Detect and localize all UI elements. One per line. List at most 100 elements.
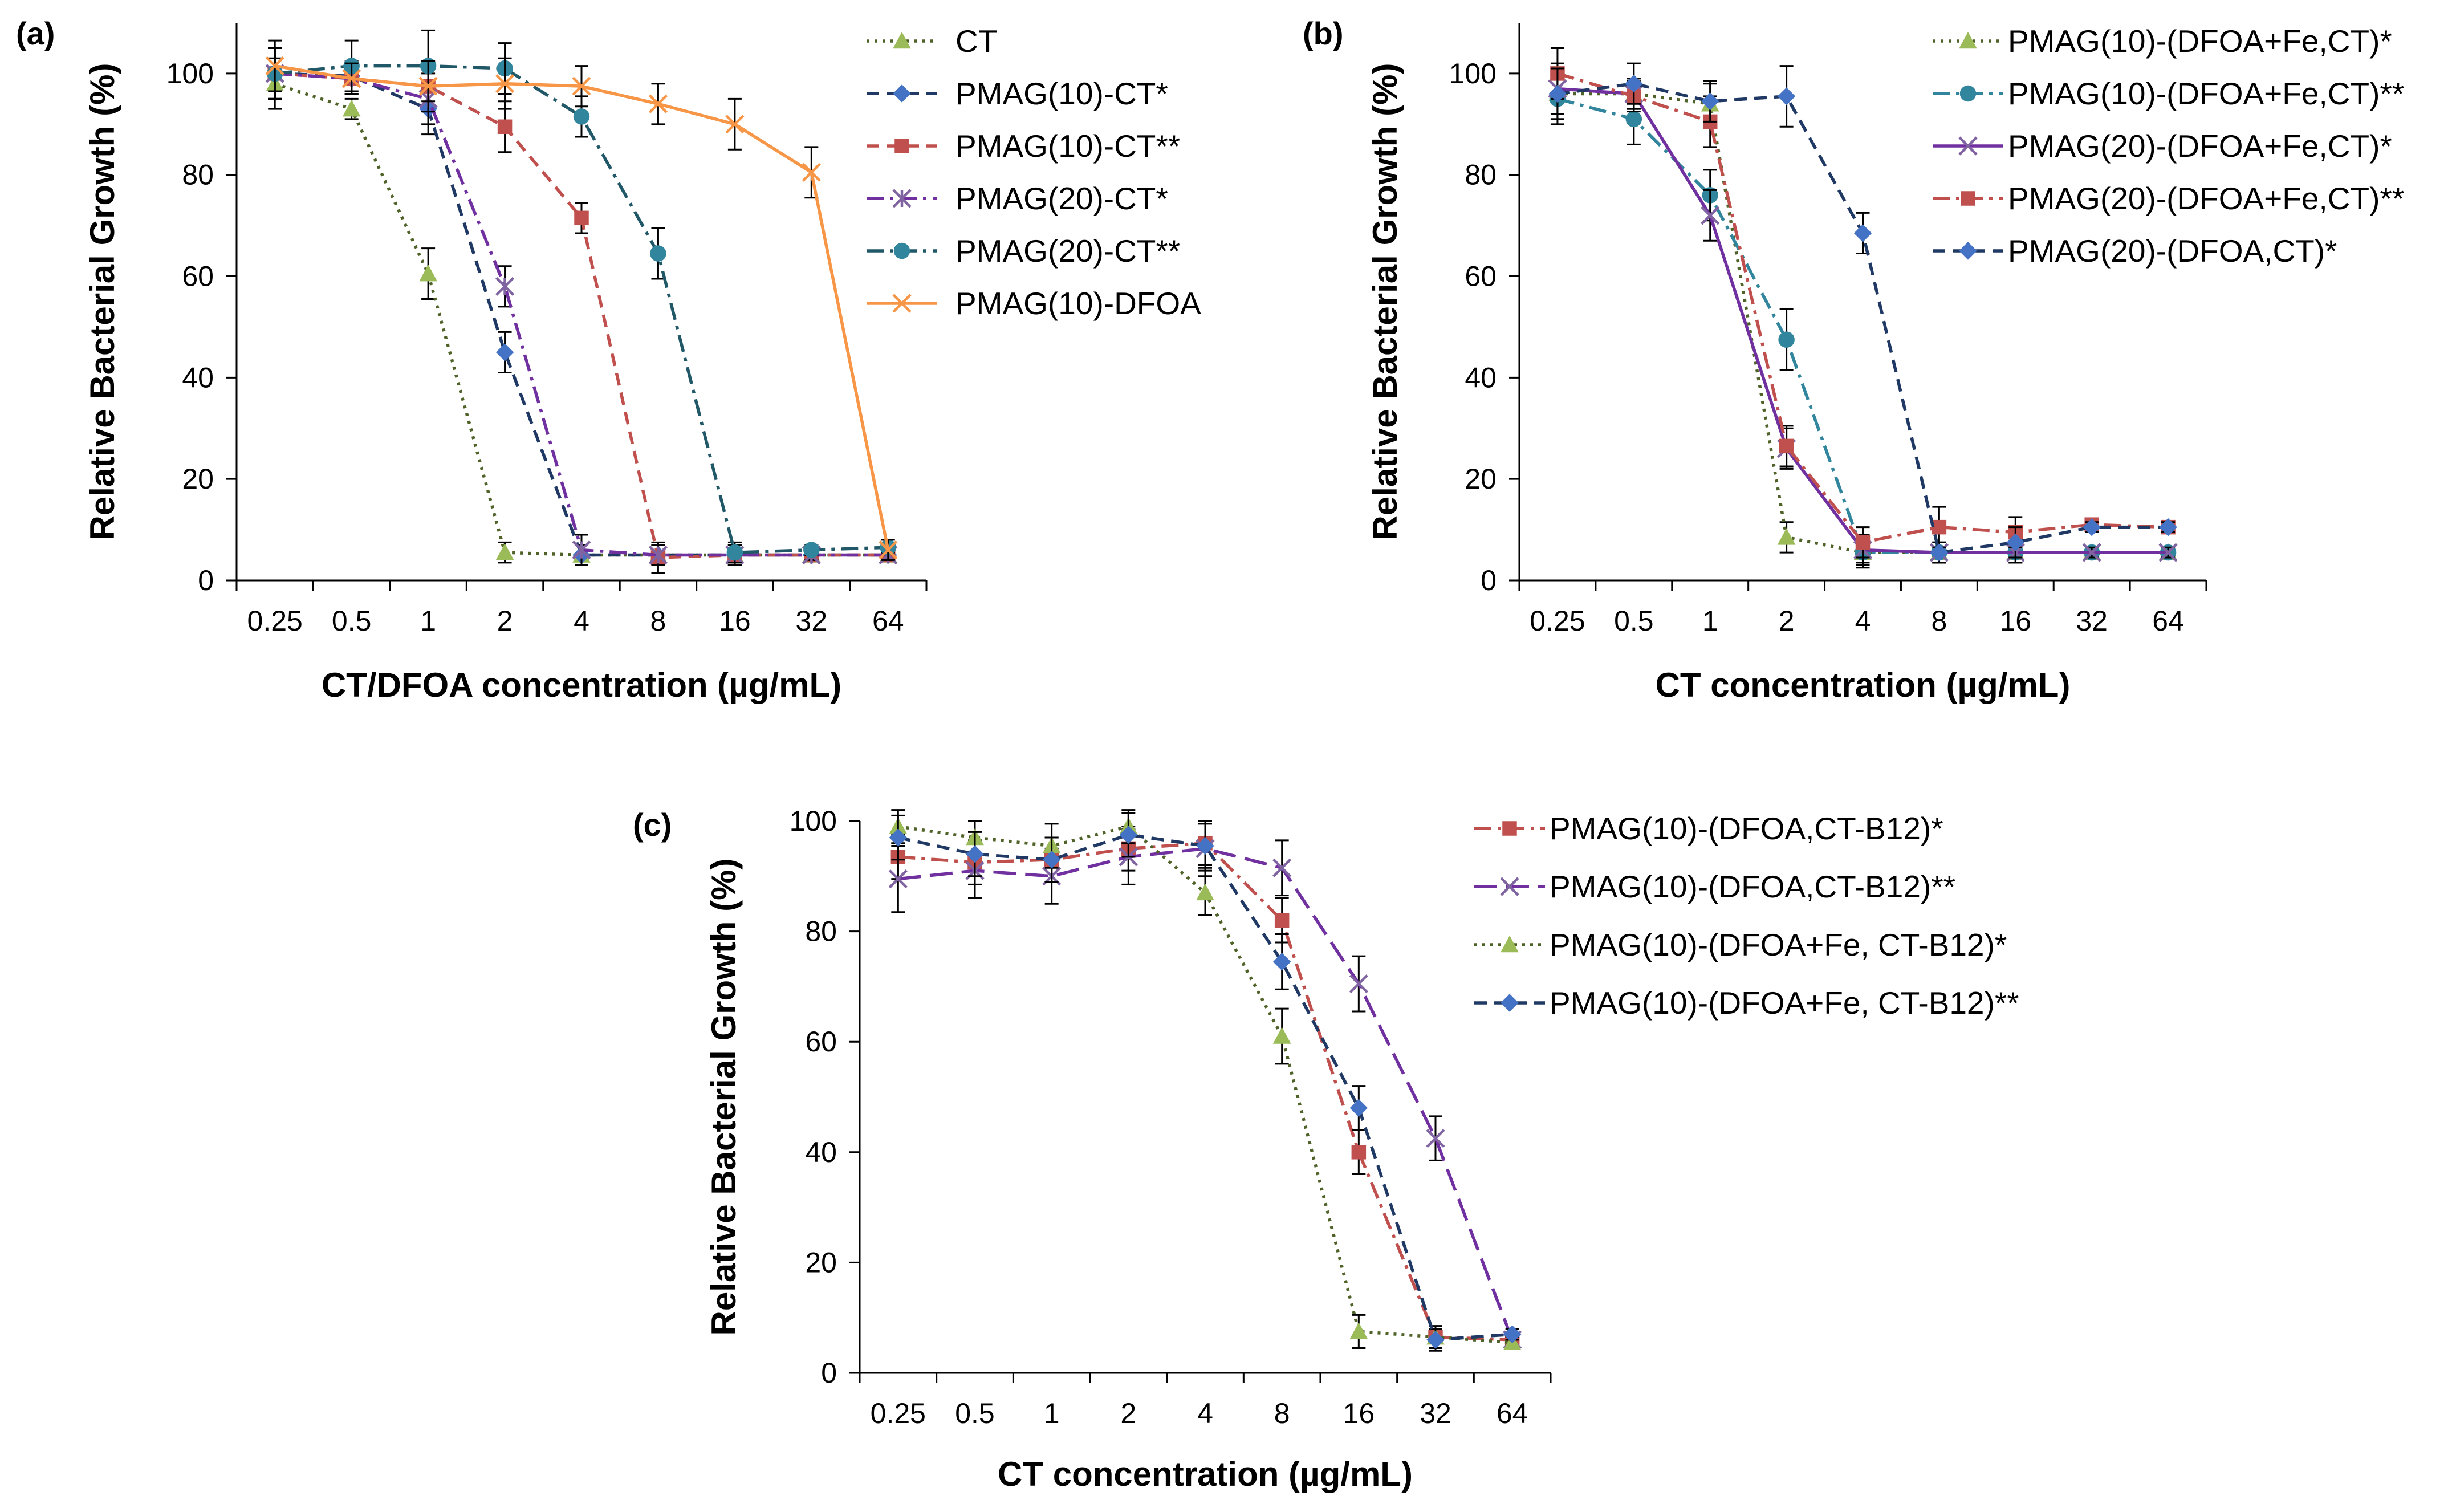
data-point [648,545,668,565]
data-point [726,544,743,561]
legend-label: PMAG(10)-(DFOA+Fe,CT)** [2008,76,2404,111]
legend-label: PMAG(10)-(DFOA,CT-B12)** [1550,869,1955,904]
y-tick-label: 80 [1465,159,1497,191]
y-tick-label: 60 [805,1026,837,1058]
data-point [1503,1325,1522,1343]
legend-label: PMAG(20)-(DFOA,CT)* [2008,233,2337,269]
x-tick-label: 0.25 [871,1397,926,1429]
legend-label: PMAG(20)-(DFOA+Fe,CT)* [2008,128,2392,164]
data-point [1426,1129,1445,1148]
data-point [1349,974,1368,994]
data-point [889,828,908,847]
x-tick-label: 32 [796,605,828,637]
data-point [1855,535,1871,550]
data-point [497,119,513,135]
series-line [897,833,1512,1342]
legend-marker [892,189,912,208]
data-point [803,542,820,558]
data-point [1274,913,1290,928]
data-point [495,74,515,94]
legend-label: CT [955,23,997,59]
legend-marker [1959,242,1977,260]
x-tick-label: 64 [872,605,904,637]
data-point [572,76,591,96]
data-point [650,245,666,262]
series-line [275,72,888,557]
data-point [1272,858,1292,877]
legend-marker [894,139,909,153]
data-point [1778,331,1795,348]
series-2 [889,809,1522,1351]
y-tick-label: 20 [182,463,214,495]
legend-marker [893,242,910,259]
series-line [898,847,1514,1340]
data-point [572,540,591,560]
data-point [1548,84,1567,103]
data-point [1930,543,1949,562]
y-tick-label: 0 [198,564,214,596]
legend-label: PMAG(20)-CT** [955,233,1180,269]
data-point [1272,1027,1291,1044]
series-line [1557,97,2169,554]
data-point [1932,519,1947,535]
series-line [275,72,888,557]
x-tick-label: 0.5 [955,1397,995,1429]
legend-marker [892,294,912,313]
data-point [1625,74,1643,93]
data-point [1196,836,1214,855]
legend-label: PMAG(10)-CT* [955,76,1168,111]
y-tick-label: 0 [821,1357,837,1389]
x-tick-label: 4 [1197,1397,1213,1429]
legend-label: PMAG(10)-(DFOA+Fe, CT-B12)** [1550,985,2019,1021]
x-tick-label: 1 [1044,1397,1060,1429]
x-axis-title: CT/DFOA concentration (µg/mL) [322,666,841,704]
x-tick-label: 16 [1999,605,2031,637]
y-tick-label: 0 [1481,564,1497,596]
data-point [1853,224,1872,242]
x-tick-label: 2 [1120,1397,1136,1429]
series-line [1557,72,2169,544]
x-tick-label: 1 [1702,605,1718,637]
y-tick-label: 20 [805,1246,837,1278]
legend-label: PMAG(10)-DFOA [955,286,1201,321]
panel-label: (c) [633,807,672,843]
x-tick-label: 32 [1420,1397,1451,1429]
legend-marker [1502,821,1517,836]
y-axis-title: Relative Bacterial Growth (%) [705,859,743,1336]
data-point [1349,1322,1368,1339]
panel-2: 0 20 40 60 80 100 0.25 0.5 1 2 4 8 16 32 64 CT concentr… [633,805,2019,1493]
legend-marker [893,31,911,49]
y-tick-label: 100 [1449,58,1497,90]
data-point [495,343,514,361]
legend-marker [1500,877,1519,896]
x-tick-label: 16 [719,605,751,637]
data-point [418,76,438,96]
x-tick-label: 8 [1274,1397,1290,1429]
x-axis-title: CT concentration (µg/mL) [998,1455,1413,1493]
y-tick-label: 100 [790,805,837,837]
data-point [1701,92,1719,111]
x-tick-label: 16 [1343,1397,1375,1429]
legend-marker [1961,191,1975,206]
data-point [1779,438,1794,454]
data-point [1625,111,1642,128]
data-point [342,100,361,117]
data-point [1119,826,1138,844]
data-point [1777,528,1796,545]
data-point [265,56,284,76]
data-point [419,265,437,282]
data-point [2083,518,2101,536]
legend-marker [1959,85,1977,102]
x-tick-label: 1 [420,605,436,637]
series-3 [1550,47,2176,559]
panel-0: 0 20 40 60 80 100 0.25 0.5 1 2 4 8 16 32 64 CT/DFOA con… [16,15,1201,704]
x-tick-label: 4 [574,605,589,637]
legend-marker [893,84,911,103]
y-axis-title: Relative Bacterial Growth (%) [83,63,121,540]
data-point [1272,953,1291,971]
data-point [1777,87,1796,105]
y-tick-label: 80 [805,916,837,948]
legend-marker [1501,935,1519,953]
